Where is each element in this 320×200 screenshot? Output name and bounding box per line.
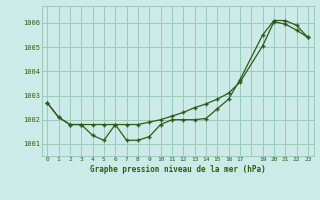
X-axis label: Graphe pression niveau de la mer (hPa): Graphe pression niveau de la mer (hPa): [90, 165, 266, 174]
